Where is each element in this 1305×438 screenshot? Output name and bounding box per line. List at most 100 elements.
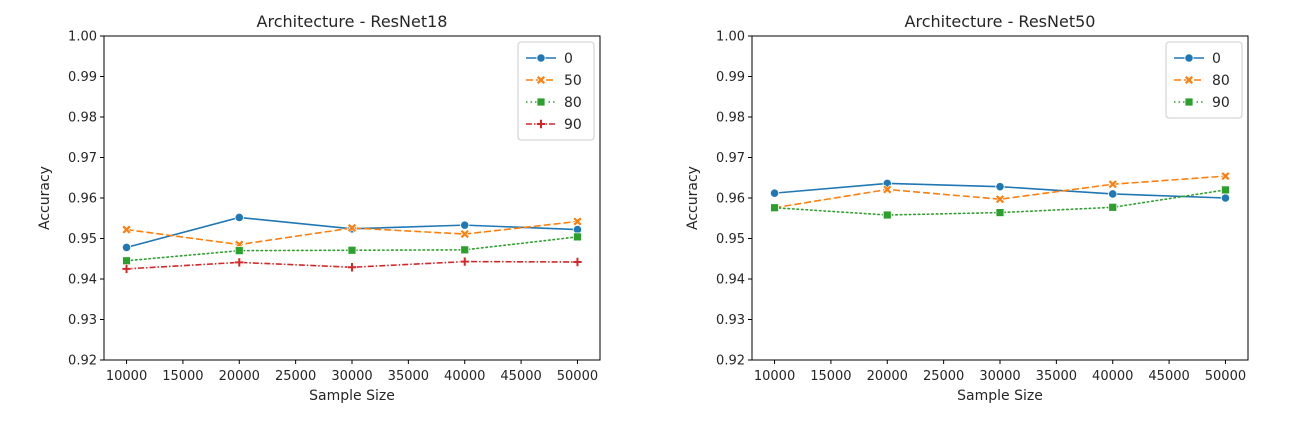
data-point-50-10000	[121, 224, 132, 235]
y-tick-label: 1.00	[716, 30, 745, 45]
legend-marker-80	[536, 97, 546, 107]
data-point-90-50000	[1221, 185, 1230, 195]
y-tick-label: 0.99	[716, 70, 745, 85]
data-point-90-50000	[572, 257, 583, 267]
y-tick-label: 0.94	[68, 273, 97, 288]
x-axis-label: Sample Size	[309, 388, 395, 404]
y-tick-label: 0.93	[68, 313, 97, 328]
x-tick-label: 30000	[331, 369, 372, 384]
data-point-90-40000	[1108, 202, 1118, 212]
y-axis-label: Accuracy	[37, 166, 53, 230]
chart-title: Architecture - ResNet18	[257, 12, 448, 31]
data-point-80-40000	[460, 245, 470, 255]
x-tick-label: 30000	[979, 369, 1020, 384]
data-point-50-30000	[347, 223, 357, 233]
y-tick-label: 0.97	[716, 151, 745, 166]
data-point-0-10000	[121, 242, 132, 253]
data-point-0-40000	[460, 220, 470, 230]
data-point-80-50000	[573, 232, 582, 242]
x-tick-label: 40000	[444, 369, 485, 384]
data-point-80-10000	[122, 256, 131, 266]
data-point-80-40000	[1107, 179, 1118, 190]
legend: 0 50 80 90	[517, 41, 595, 141]
y-tick-label: 0.96	[68, 192, 97, 207]
data-point-90-40000	[459, 256, 470, 267]
y-tick-label: 0.98	[68, 111, 97, 126]
data-point-90-20000	[882, 210, 892, 220]
y-tick-label: 0.97	[68, 151, 97, 166]
data-point-0-10000	[769, 188, 780, 198]
legend-marker-50	[536, 75, 546, 85]
data-point-0-30000	[995, 182, 1005, 192]
data-point-0-20000	[234, 212, 244, 223]
y-tick-label: 0.95	[68, 232, 97, 247]
data-point-80-20000	[882, 184, 893, 195]
legend-label-90: 90	[1212, 95, 1230, 111]
y-tick-label: 0.94	[716, 273, 745, 288]
y-tick-label: 0.99	[68, 70, 97, 85]
x-tick-label: 10000	[106, 369, 147, 384]
y-tick-label: 0.93	[716, 313, 745, 328]
legend-label-0: 0	[1212, 51, 1221, 67]
data-point-0-40000	[1108, 189, 1118, 199]
y-axis: 0.92 0.93 0.94 0.95 0.96 0.97 0.98 0.99 1.00	[716, 30, 752, 369]
x-tick-label: 50000	[1205, 369, 1246, 384]
legend: 0 80 90	[1165, 41, 1243, 119]
x-tick-label: 45000	[1148, 369, 1189, 384]
chart-1: Architecture - ResNet18 10000 15000 20000 25…	[37, 12, 601, 404]
series-line-50	[126, 220, 578, 246]
x-tick-label: 10000	[754, 369, 795, 384]
data-point-90-10000	[121, 264, 132, 274]
legend-marker-90	[536, 119, 546, 129]
data-points	[769, 171, 1231, 220]
y-tick-label: 1.00	[68, 30, 97, 45]
x-tick-label: 15000	[162, 369, 203, 384]
series-line-80	[774, 175, 1226, 209]
legend-marker-0	[1184, 53, 1194, 63]
legend-label-90: 90	[564, 117, 582, 133]
x-tick-label: 35000	[388, 369, 429, 384]
data-point-50-50000	[572, 216, 583, 227]
legend-label-80: 80	[564, 95, 582, 111]
legend-frame	[517, 41, 595, 141]
y-tick-label: 0.92	[716, 354, 745, 369]
data-point-0-50000	[1220, 193, 1231, 203]
x-tick-label: 50000	[557, 369, 598, 384]
data-point-90-20000	[234, 257, 245, 268]
x-tick-label: 20000	[867, 369, 908, 384]
x-tick-label: 25000	[275, 369, 316, 384]
y-tick-label: 0.92	[68, 354, 97, 369]
series-line-90	[126, 260, 578, 270]
x-tick-label: 25000	[923, 369, 964, 384]
x-axis: 10000 15000 20000 25000 30000 35000 40000 45000…	[754, 360, 1246, 384]
x-tick-label: 35000	[1036, 369, 1077, 384]
x-tick-label: 20000	[219, 369, 260, 384]
legend-label-80: 80	[1212, 73, 1230, 89]
data-point-80-30000	[995, 194, 1005, 205]
data-point-90-30000	[995, 208, 1005, 217]
x-tick-label: 40000	[1092, 369, 1133, 384]
legend-marker-0	[536, 53, 546, 63]
data-point-50-40000	[459, 229, 470, 239]
y-axis-label: Accuracy	[685, 166, 701, 230]
y-tick-label: 0.96	[716, 192, 745, 207]
legend-label-50: 50	[564, 73, 582, 89]
data-point-80-20000	[234, 246, 244, 256]
x-axis-label: Sample Size	[957, 388, 1043, 404]
chart-title: Architecture - ResNet50	[905, 12, 1096, 31]
data-points	[121, 212, 583, 274]
data-point-90-10000	[770, 203, 779, 213]
x-axis: 10000 15000 20000 25000 30000 35000 40000 45000…	[106, 360, 598, 384]
data-point-90-30000	[347, 262, 357, 273]
legend-marker-80	[1184, 75, 1194, 85]
data-point-80-30000	[347, 245, 357, 255]
y-axis: 0.92 0.93 0.94 0.95 0.96 0.97 0.98 0.99 1.00	[68, 30, 104, 369]
x-tick-label: 15000	[810, 369, 851, 384]
data-point-80-50000	[1220, 171, 1231, 182]
chart-2: Architecture - ResNet50 10000 15000 20000 25…	[685, 12, 1249, 404]
x-tick-label: 45000	[500, 369, 541, 384]
y-tick-label: 0.98	[716, 111, 745, 126]
y-tick-label: 0.95	[716, 232, 745, 247]
legend-label-0: 0	[564, 51, 573, 67]
